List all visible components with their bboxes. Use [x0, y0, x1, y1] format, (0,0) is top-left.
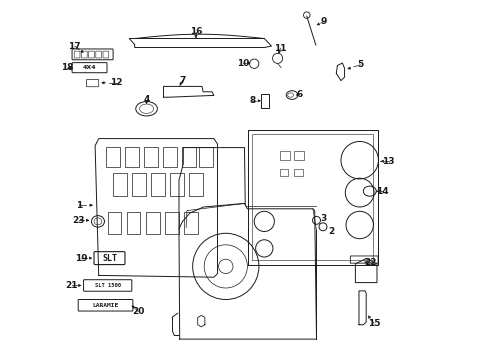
Text: 16: 16	[189, 27, 202, 36]
Text: 5: 5	[357, 60, 363, 69]
Bar	[294, 151, 304, 160]
Text: SLT 1500: SLT 1500	[95, 283, 121, 288]
Text: SLT: SLT	[102, 253, 117, 263]
Bar	[125, 147, 139, 167]
Text: 8: 8	[249, 96, 255, 105]
Bar	[145, 212, 159, 234]
Bar	[189, 173, 203, 196]
Text: LARAMIE: LARAMIE	[92, 303, 119, 308]
Bar	[261, 94, 268, 108]
Bar	[182, 147, 196, 167]
Bar	[132, 173, 145, 196]
Text: 23: 23	[73, 216, 85, 225]
Text: 17: 17	[68, 41, 81, 50]
Bar	[144, 147, 158, 167]
Text: 3: 3	[320, 214, 326, 223]
Bar	[151, 173, 164, 196]
Bar	[107, 212, 121, 234]
Text: 22: 22	[364, 258, 376, 266]
Bar	[106, 147, 120, 167]
Text: 10: 10	[237, 58, 249, 68]
Text: 9: 9	[320, 17, 326, 26]
Bar	[183, 212, 197, 234]
Bar	[170, 173, 183, 196]
Text: 1: 1	[76, 201, 82, 210]
Bar	[279, 151, 289, 160]
Text: 7: 7	[179, 76, 185, 85]
Text: 20: 20	[132, 307, 144, 316]
Text: 18: 18	[61, 63, 74, 72]
Text: 4X4: 4X4	[82, 65, 96, 70]
Bar	[164, 212, 178, 234]
Bar	[113, 173, 126, 196]
Text: 13: 13	[382, 157, 394, 166]
Bar	[279, 169, 288, 176]
Text: 4: 4	[143, 95, 149, 104]
Bar	[199, 147, 213, 167]
Bar	[163, 147, 177, 167]
Text: 11: 11	[274, 44, 286, 53]
Bar	[294, 169, 302, 176]
Text: 6: 6	[296, 90, 302, 99]
Text: 21: 21	[65, 281, 78, 290]
Text: 15: 15	[367, 319, 380, 328]
Bar	[126, 212, 140, 234]
Text: 19: 19	[75, 253, 87, 263]
Text: 12: 12	[110, 78, 122, 87]
Text: 2: 2	[327, 227, 333, 236]
Text: 14: 14	[376, 186, 388, 196]
